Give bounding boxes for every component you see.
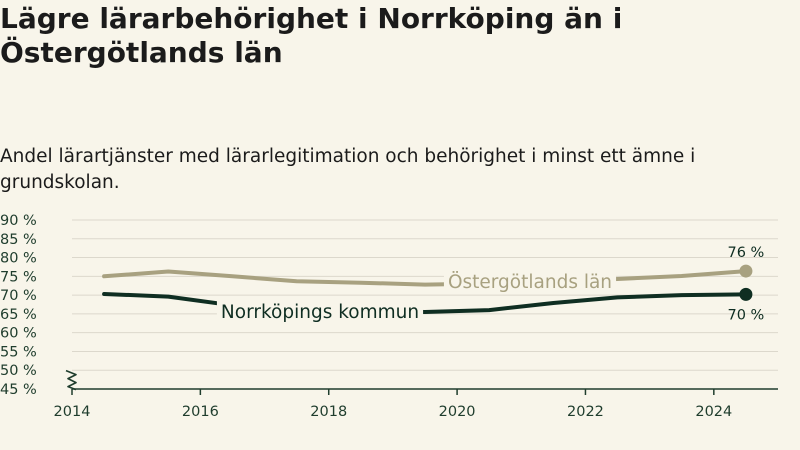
y-tick-label: 80 % — [0, 251, 37, 267]
y-tick-label: 60 % — [0, 326, 37, 342]
end-value-label-kommun: 70 % — [727, 307, 764, 323]
y-tick-label: 50 % — [0, 363, 37, 379]
end-point-lan — [739, 264, 753, 278]
x-tick-label: 2022 — [567, 404, 604, 420]
x-tick-label: 2018 — [310, 404, 347, 420]
x-axis: 2014 2016 2018 2020 2022 2024 — [54, 388, 778, 420]
x-tick-label: 2024 — [695, 404, 732, 420]
series-line-kommun — [102, 292, 748, 314]
series-label-kommun-group: Norrköpings kommun — [216, 301, 424, 324]
series-line-lan — [102, 269, 748, 287]
y-tick-label: 65 % — [0, 307, 37, 323]
y-tick-label: 90 % — [0, 213, 37, 229]
end-point-kommun — [739, 287, 753, 301]
series-label-lan-bg — [443, 270, 617, 294]
series-label-kommun: Norrköpings kommun — [221, 302, 419, 323]
series-label-kommun-bg — [216, 301, 424, 324]
end-value-label-lan: 76 % — [727, 245, 764, 261]
axis-break-marker — [65, 369, 77, 391]
y-axis-ticks: 90 % 85 % 80 % 75 % 70 % 65 % 60 % 55 % 50 % 45 % — [0, 213, 77, 398]
chart-subtitle: Andel lärartjänster med lärarlegitimatio… — [0, 146, 696, 193]
series-label-lan-group: Östergötlands län — [443, 270, 617, 294]
grid-lines — [72, 219, 778, 371]
y-tick-label: 55 % — [0, 344, 37, 360]
page-title: Lägre lärarbehörighet i Norrköping än i … — [0, 2, 623, 69]
y-tick-label: 45 % — [0, 382, 37, 398]
x-tick-label: 2016 — [182, 404, 219, 420]
series-lines — [102, 264, 753, 314]
series-label-lan: Östergötlands län — [448, 271, 612, 293]
x-tick-label: 2020 — [439, 404, 476, 420]
y-tick-label: 75 % — [0, 269, 37, 285]
x-tick-label: 2014 — [54, 404, 91, 420]
y-tick-label: 85 % — [0, 232, 37, 248]
y-tick-label: 70 % — [0, 288, 37, 304]
chart-labels: Östergötlands län Norrköpings kommun 76 % 7… — [216, 245, 764, 324]
